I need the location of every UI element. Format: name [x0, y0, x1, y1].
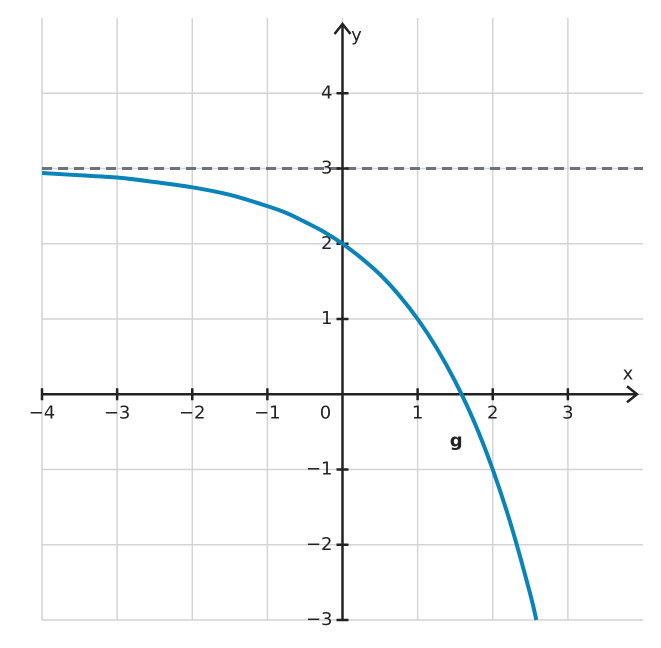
- x-tick-label: −4: [29, 402, 56, 423]
- origin-label: 0: [320, 402, 331, 423]
- y-tick-label: 2: [321, 233, 332, 254]
- x-tick-label: −3: [104, 402, 131, 423]
- y-tick-label: 3: [321, 158, 332, 179]
- y-tick-label: 4: [321, 82, 332, 103]
- x-tick-label: −1: [254, 402, 281, 423]
- x-axis-arrow: [626, 385, 640, 404]
- y-tick-label: −2: [306, 534, 333, 555]
- y-axis-label: y: [351, 25, 362, 46]
- y-axis-arrow: [333, 21, 352, 35]
- x-tick-label: 1: [412, 402, 423, 423]
- x-tick-label: −2: [179, 402, 206, 423]
- x-tick-label: 3: [562, 402, 573, 423]
- y-tick-label: −3: [306, 609, 333, 630]
- curve-label: g: [450, 431, 463, 452]
- y-tick-label: 1: [321, 308, 332, 329]
- function-curve: [42, 171, 539, 621]
- x-axis-label: x: [623, 363, 634, 384]
- y-tick-label: −1: [306, 459, 333, 480]
- x-tick-label: 2: [487, 402, 498, 423]
